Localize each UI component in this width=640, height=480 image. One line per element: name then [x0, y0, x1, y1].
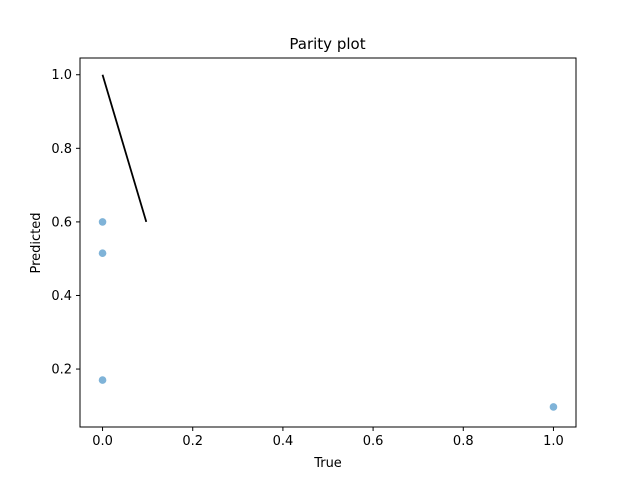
- scatter-point-3: [549, 403, 558, 411]
- y-axis: 0.2 0.4 0.6 0.8 1.0: [51, 68, 80, 378]
- parity-line: [101, 74, 148, 223]
- scatter-point-2: [98, 376, 107, 384]
- chart-title: Parity plot: [289, 35, 365, 53]
- x-axis-label: True: [313, 456, 342, 471]
- x-tick-label: 1.0: [543, 434, 564, 449]
- axes-frame: [79, 57, 577, 428]
- y-tick-label: 0.4: [51, 289, 72, 304]
- x-tick-label: 0.6: [363, 434, 384, 449]
- y-tick-label: 0.8: [51, 142, 72, 157]
- x-tick-label: 0.8: [453, 434, 474, 449]
- x-tick-label: 0.0: [92, 434, 113, 449]
- plot-area: [98, 74, 558, 411]
- x-axis: 0.0 0.2 0.4 0.6 0.8 1.0: [92, 427, 564, 449]
- y-tick-label: 1.0: [51, 68, 72, 83]
- x-tick-label: 0.4: [273, 434, 294, 449]
- scatter-point-0: [98, 218, 107, 226]
- scatter-point-1: [98, 249, 107, 257]
- y-tick-label: 0.2: [51, 363, 72, 378]
- y-axis-label: Predicted: [29, 212, 44, 273]
- y-tick-label: 0.6: [51, 215, 72, 230]
- x-tick-label: 0.2: [182, 434, 203, 449]
